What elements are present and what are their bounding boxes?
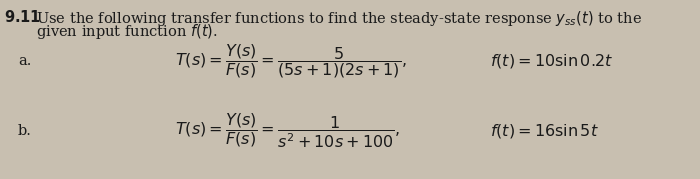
Text: $f(t) = 16\sin 5t$: $f(t) = 16\sin 5t$ xyxy=(490,122,599,140)
Text: b.: b. xyxy=(18,124,32,138)
Text: $f(t) = 10\sin 0.2t$: $f(t) = 10\sin 0.2t$ xyxy=(490,52,613,70)
Text: Use the following transfer functions to find the steady-state response $y_{ss}(t: Use the following transfer functions to … xyxy=(36,9,642,28)
Text: a.: a. xyxy=(18,54,32,68)
Text: $\bf{9.11}$: $\bf{9.11}$ xyxy=(4,9,41,25)
Text: given input function $f(t)$.: given input function $f(t)$. xyxy=(36,22,218,41)
Text: $T(s) = \dfrac{Y(s)}{F(s)} = \dfrac{1}{s^2+10s+100},$: $T(s) = \dfrac{Y(s)}{F(s)} = \dfrac{1}{s… xyxy=(175,112,400,150)
Text: $T(s) = \dfrac{Y(s)}{F(s)} = \dfrac{5}{(5s+1)(2s+1)},$: $T(s) = \dfrac{Y(s)}{F(s)} = \dfrac{5}{(… xyxy=(175,42,407,80)
